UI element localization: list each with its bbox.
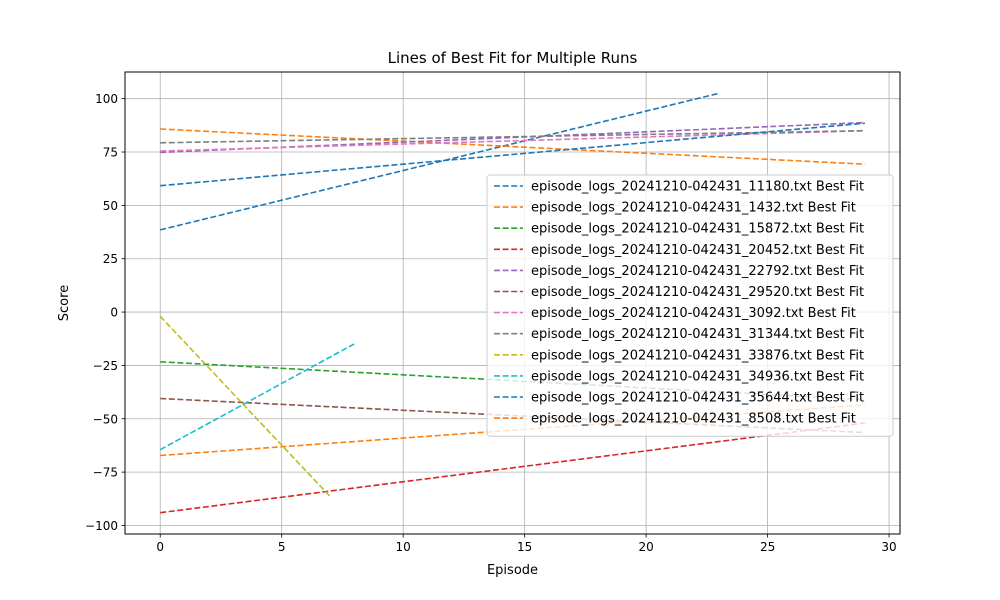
x-axis-ticks: 0 5 10 15 20 25 30 <box>156 534 897 554</box>
series-line-4 <box>160 422 865 514</box>
legend-label: episode_logs_20241210-042431_33876.txt B… <box>531 348 864 363</box>
legend-label: episode_logs_20241210-042431_34936.txt B… <box>531 369 864 384</box>
y-tick-label: −50 <box>93 412 118 426</box>
y-axis-ticks: −100 −75 −50 −25 0 25 50 75 100 <box>85 92 125 533</box>
legend-label: episode_logs_20241210-042431_31344.txt B… <box>531 327 864 342</box>
y-tick-label: 25 <box>103 252 118 266</box>
x-tick-label: 20 <box>638 540 653 554</box>
plot-frame <box>124 71 901 535</box>
y-tick-label: −75 <box>93 466 118 480</box>
x-tick-label: 10 <box>396 540 411 554</box>
chart-title: Lines of Best Fit for Multiple Runs <box>388 49 638 67</box>
series-line-8 <box>160 129 865 144</box>
legend: episode_logs_20241210-042431_11180.txt B… <box>486 174 894 437</box>
x-tick-label: 30 <box>881 540 896 554</box>
series-line-10 <box>159 342 355 451</box>
legend-label: episode_logs_20241210-042431_1432.txt Be… <box>531 201 856 216</box>
y-axis-label: Score <box>57 285 72 321</box>
y-tick-label: 100 <box>95 92 118 106</box>
x-tick-label: 5 <box>278 540 286 554</box>
x-tick-label: 0 <box>156 540 164 554</box>
series-line-2 <box>160 128 865 165</box>
y-tick-label: 0 <box>110 306 118 320</box>
legend-label: episode_logs_20241210-042431_22792.txt B… <box>531 264 864 279</box>
y-tick-label: 75 <box>103 146 118 160</box>
y-tick-label: 50 <box>103 199 118 213</box>
legend-label: episode_logs_20241210-042431_35644.txt B… <box>531 391 864 406</box>
series-line-11 <box>160 122 865 187</box>
legend-label: episode_logs_20241210-042431_3092.txt Be… <box>531 306 856 321</box>
series-line-9 <box>159 315 331 498</box>
legend-label: episode_logs_20241210-042431_8508.txt Be… <box>531 412 856 427</box>
y-tick-label: −100 <box>85 519 118 533</box>
legend-label: episode_logs_20241210-042431_11180.txt B… <box>531 180 864 195</box>
y-tick-label: −25 <box>93 359 118 373</box>
legend-box <box>486 174 894 437</box>
x-tick-label: 25 <box>760 540 775 554</box>
legend-label: episode_logs_20241210-042431_29520.txt B… <box>531 285 864 300</box>
legend-label: episode_logs_20241210-042431_20452.txt B… <box>531 243 864 258</box>
x-tick-label: 15 <box>517 540 532 554</box>
legend-label: episode_logs_20241210-042431_15872.txt B… <box>531 222 864 237</box>
x-axis-label: Episode <box>487 563 538 578</box>
